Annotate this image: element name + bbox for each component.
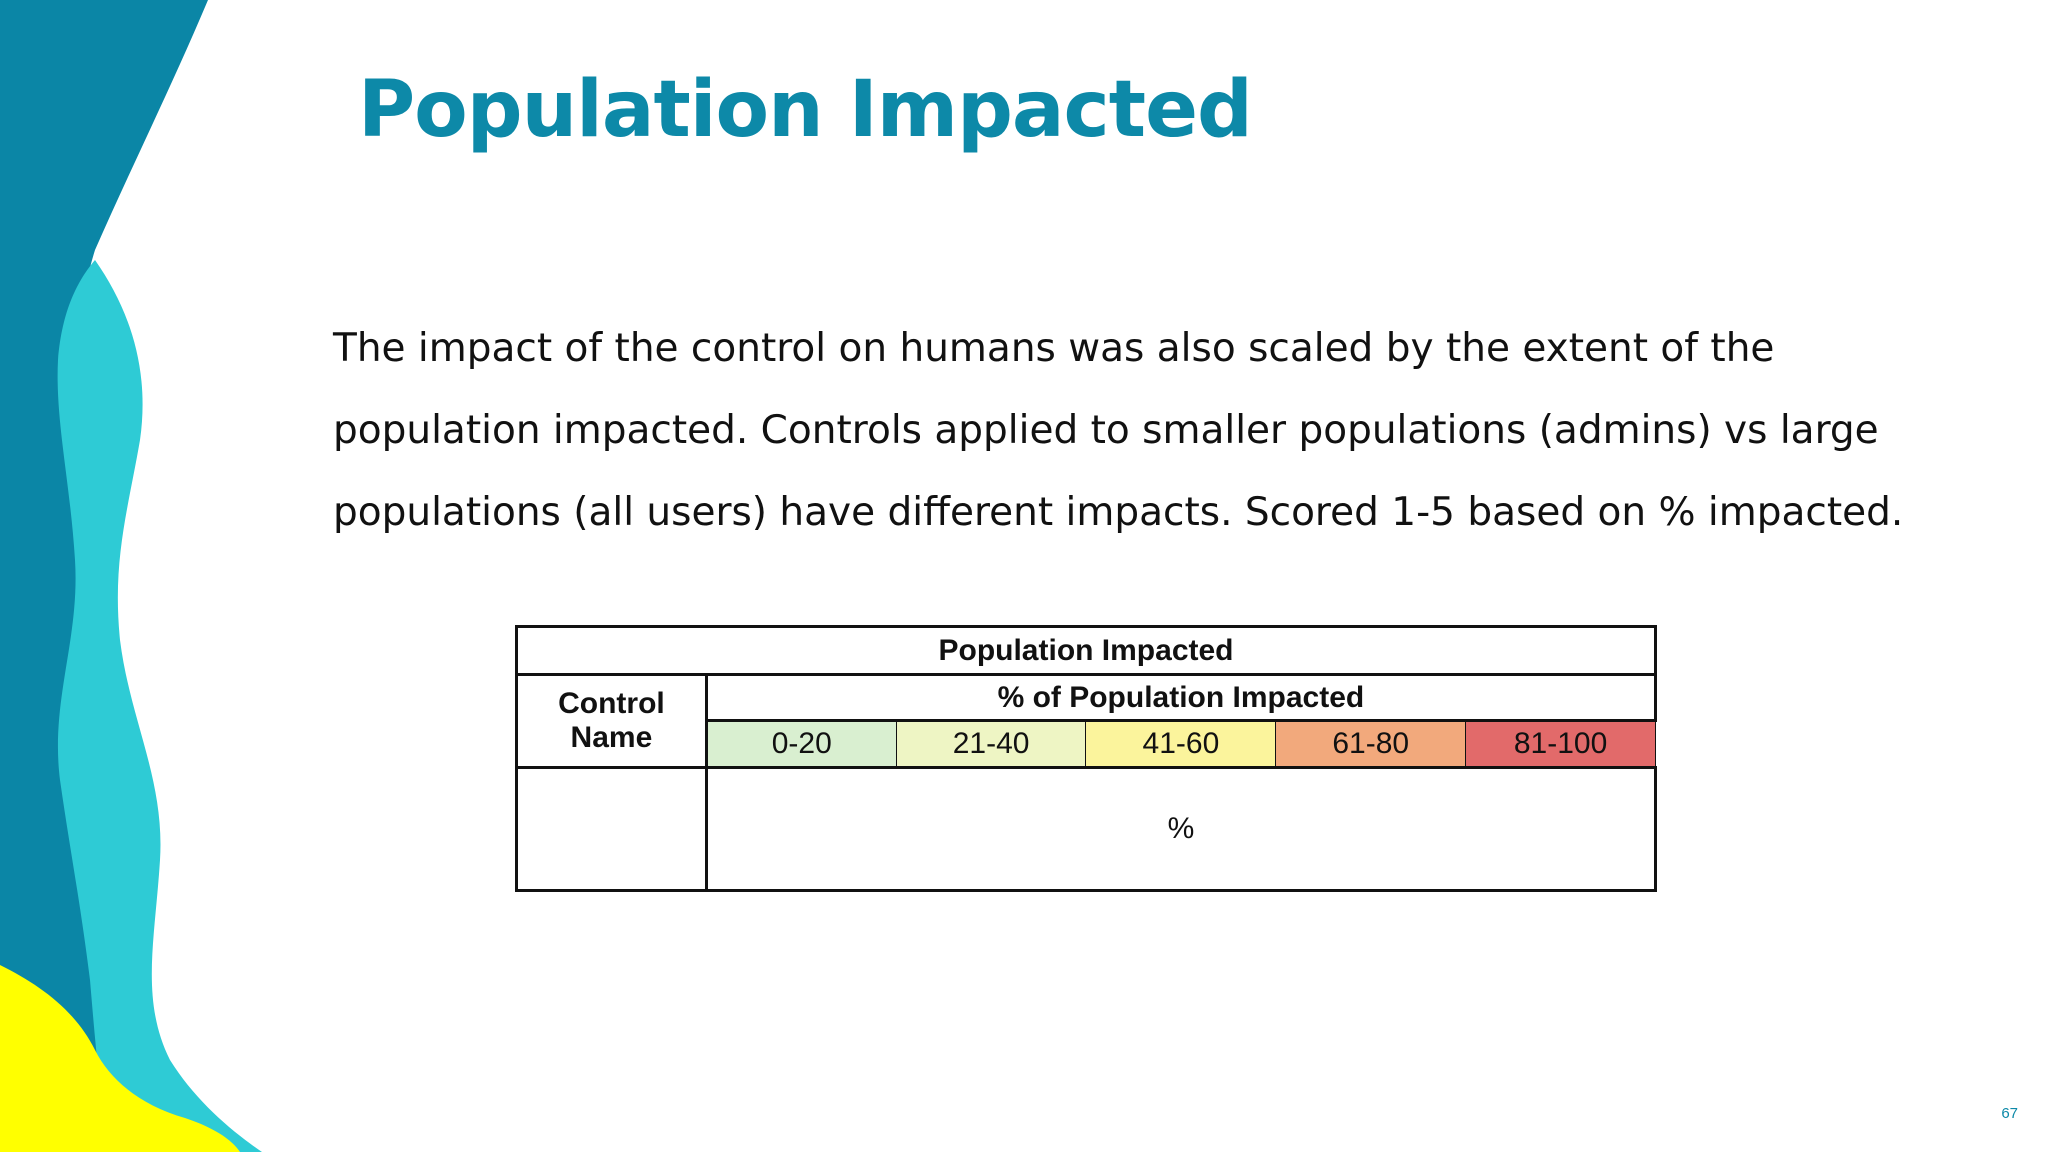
- control-name-header: Control Name: [515, 673, 708, 769]
- control-name-cell: [515, 766, 708, 892]
- body-paragraph: The impact of the control on humans was …: [333, 326, 1904, 535]
- yellow-wave: [0, 965, 240, 1152]
- table-title: Population Impacted: [515, 625, 1657, 676]
- dark-teal-wave: [0, 0, 208, 1152]
- percent-population-header: % of Population Impacted: [704, 673, 1658, 722]
- range-0-20: 0-20: [705, 720, 897, 769]
- range-81-100: 81-100: [1465, 720, 1656, 769]
- light-cyan-wave: [57, 260, 262, 1152]
- page-number: 67: [2001, 1105, 2018, 1122]
- population-impacted-table: Population Impacted Control Name % of Po…: [515, 625, 1658, 892]
- slide-title: Population Impacted: [358, 65, 1253, 155]
- range-41-60: 41-60: [1085, 720, 1277, 769]
- percent-cell: %: [704, 766, 1658, 892]
- range-21-40: 21-40: [895, 720, 1087, 769]
- range-61-80: 61-80: [1275, 720, 1467, 769]
- decorative-wave-shapes: [0, 0, 262, 1152]
